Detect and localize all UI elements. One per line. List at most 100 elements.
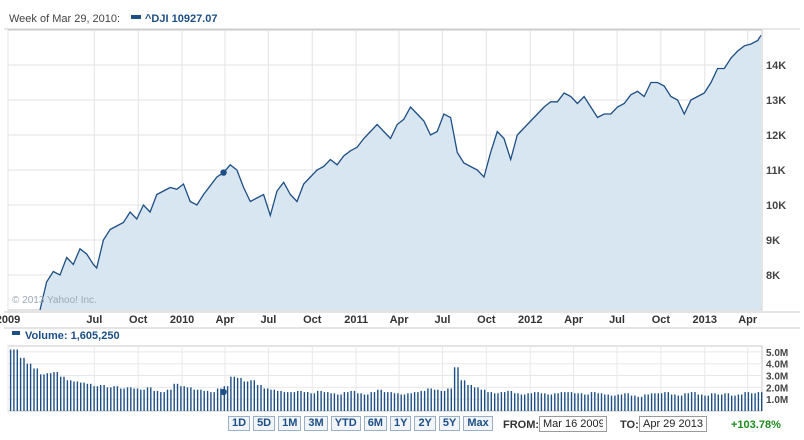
volume-bar — [494, 393, 496, 411]
volume-bar — [277, 390, 279, 411]
volume-bar — [387, 392, 389, 411]
volume-bar — [130, 387, 132, 411]
volume-bar — [63, 376, 65, 411]
volume-bar — [510, 390, 513, 411]
price-y-tick-label: 14K — [766, 60, 786, 72]
range-button-1d[interactable]: 1D — [228, 416, 251, 431]
volume-bar — [90, 383, 92, 411]
volume-bar — [657, 393, 659, 411]
x-tick-label: Oct — [477, 314, 496, 326]
volume-bar — [547, 394, 549, 411]
volume-bar — [377, 389, 379, 411]
volume-bar — [527, 393, 529, 411]
volume-bar — [103, 385, 105, 411]
volume-bar — [624, 393, 626, 411]
range-button-ytd[interactable]: YTD — [330, 416, 361, 431]
range-button-6m[interactable]: 6M — [363, 416, 387, 431]
price-y-tick-label: 10K — [766, 200, 786, 212]
volume-bar — [250, 380, 252, 411]
volume-bar — [133, 388, 135, 411]
volume-bar — [380, 389, 382, 411]
volume-bar — [714, 393, 716, 411]
percent-change: +103.78% — [731, 419, 781, 431]
volume-bar — [423, 390, 426, 411]
volume-bar — [100, 385, 102, 411]
volume-bar — [343, 392, 346, 411]
volume-bar — [29, 363, 32, 411]
volume-bar — [146, 387, 149, 411]
volume-bar — [367, 394, 369, 411]
range-button-1y[interactable]: 1Y — [389, 416, 412, 431]
volume-bar — [504, 392, 506, 411]
volume-bar — [163, 392, 165, 411]
volume-bar — [744, 392, 746, 411]
price-area-fill — [40, 35, 761, 311]
volume-bar — [640, 396, 643, 411]
from-date-input[interactable] — [539, 416, 607, 432]
volume-bar — [66, 380, 69, 411]
volume-bar — [210, 392, 212, 411]
volume-bar — [323, 392, 326, 411]
volume-bar — [447, 388, 449, 411]
x-tick-label: 2009 — [0, 314, 20, 326]
series-legend-swatch — [131, 15, 141, 19]
volume-bar — [484, 389, 486, 411]
range-button-2y[interactable]: 2Y — [414, 416, 436, 431]
volume-bar — [330, 393, 332, 411]
from-label: FROM: — [503, 419, 540, 431]
volume-y-tick-label: 5.0M — [766, 348, 788, 359]
range-button-1m[interactable]: 1M — [278, 416, 302, 431]
volume-bar — [644, 394, 646, 411]
volume-bar — [554, 393, 556, 411]
volume-bar — [453, 367, 456, 411]
volume-bar — [560, 392, 563, 411]
range-button-3m[interactable]: 3M — [304, 416, 328, 431]
volume-bar — [110, 387, 112, 411]
volume-bar — [153, 390, 155, 411]
volume-bar — [427, 388, 429, 411]
volume-bar — [143, 389, 145, 411]
volume-bar — [156, 390, 159, 411]
volume-bar — [677, 395, 679, 411]
range-button-max[interactable]: Max — [463, 416, 493, 431]
volume-bar — [283, 392, 286, 411]
volume-bar — [580, 393, 583, 411]
range-button-5y[interactable]: 5Y — [438, 416, 461, 431]
volume-bar — [637, 396, 639, 411]
to-date-input[interactable] — [639, 416, 707, 432]
volume-bar — [697, 394, 699, 411]
price-y-tick-label: 8K — [766, 270, 780, 282]
volume-bar — [540, 393, 543, 411]
volume-bar — [670, 394, 673, 411]
volume-bar — [263, 388, 265, 411]
volume-bar — [116, 386, 119, 411]
volume-bar — [550, 394, 553, 411]
volume-bar — [150, 387, 152, 411]
volume-highlight-point — [220, 388, 227, 396]
volume-bar — [614, 395, 616, 411]
range-button-5d[interactable]: 5D — [253, 416, 276, 431]
volume-y-tick-label: 2.0M — [766, 383, 788, 394]
volume-bar — [320, 390, 322, 411]
volume-bar — [567, 392, 569, 411]
volume-bar — [317, 390, 319, 411]
volume-bar — [76, 381, 79, 411]
x-tick-label: Apr — [564, 314, 584, 326]
volume-bar — [223, 386, 225, 411]
volume-bar — [707, 395, 709, 411]
volume-bar — [126, 387, 129, 411]
volume-bar — [193, 389, 195, 411]
volume-bar — [230, 376, 232, 411]
x-tick-label: Oct — [652, 314, 671, 326]
volume-bar — [260, 385, 262, 411]
volume-bar — [620, 394, 623, 411]
volume-bar — [96, 386, 99, 411]
volume-bar — [60, 376, 62, 411]
volume-bar — [450, 388, 452, 411]
volume-bar — [256, 385, 259, 411]
volume-bar — [487, 392, 489, 411]
volume-bar — [711, 393, 713, 411]
volume-bar — [734, 395, 736, 411]
volume-bar — [430, 388, 432, 411]
